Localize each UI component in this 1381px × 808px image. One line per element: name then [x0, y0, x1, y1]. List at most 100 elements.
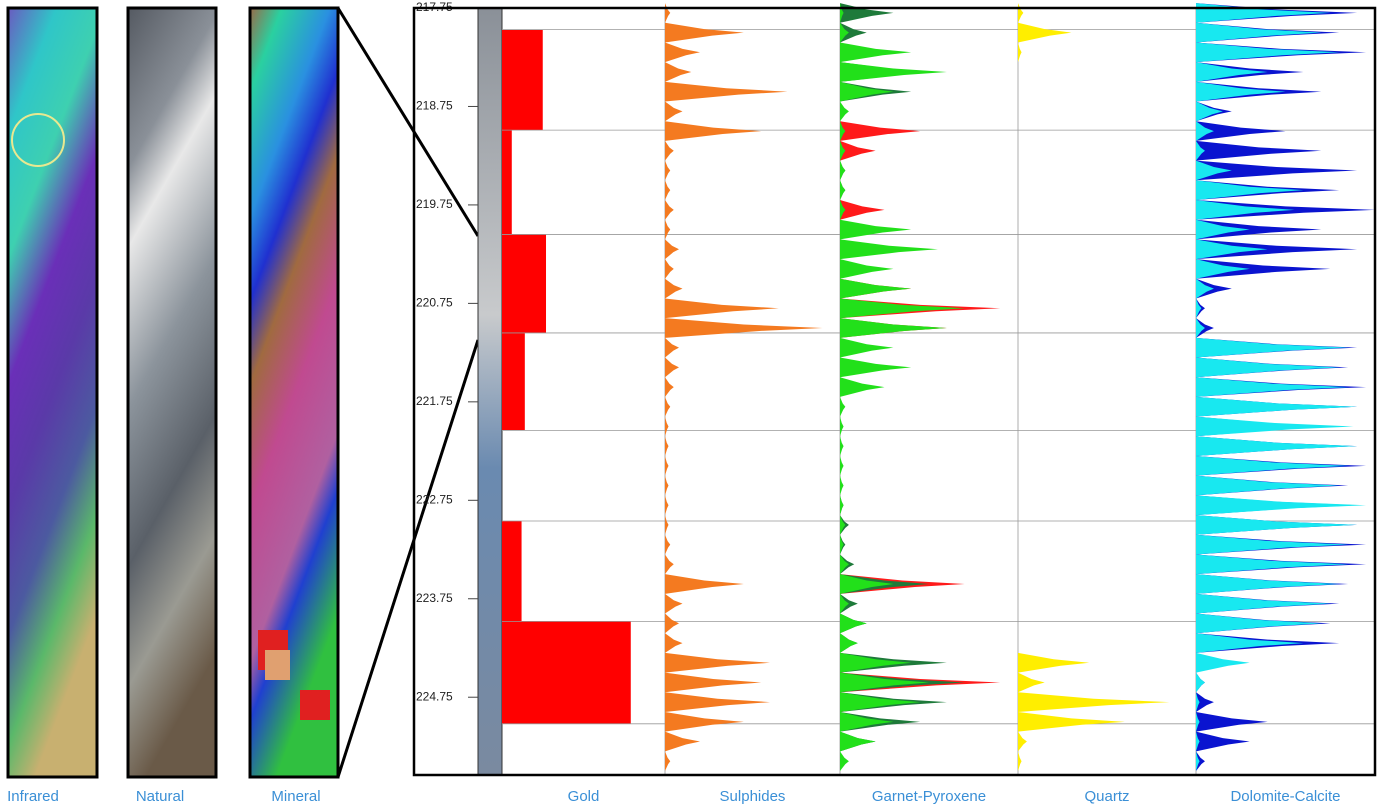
profile-spike [840, 259, 894, 279]
profile-spike [840, 357, 912, 378]
profile-spike [1196, 121, 1286, 141]
profile-spike [1196, 692, 1214, 712]
profile-spike [1196, 278, 1214, 299]
core-feature [11, 113, 65, 167]
profile-spike [840, 554, 849, 575]
profile-spike [1196, 81, 1286, 102]
track-label: Gold [568, 788, 600, 805]
zoom-line [336, 339, 480, 778]
profile-spike [840, 22, 849, 43]
profile-spike [1196, 239, 1358, 260]
profile-spike [1196, 219, 1322, 240]
profile-spike [840, 377, 885, 397]
profile-spike [665, 62, 692, 82]
profile-spike [840, 416, 844, 437]
profile-spike [1196, 731, 1250, 752]
profile-spike [1018, 672, 1045, 693]
profile-spike [665, 672, 762, 693]
profile-spike [1196, 554, 1349, 575]
core-feature [265, 650, 290, 680]
profile-spike [1196, 160, 1358, 181]
profile-spike [1018, 751, 1022, 772]
gold-bar [502, 332, 525, 431]
gold-bar [502, 130, 512, 235]
track-label: Dolomite-Calcite [1230, 788, 1340, 805]
profile-spike [1196, 416, 1354, 437]
profile-spike [1196, 515, 1358, 535]
profile-spike [840, 140, 876, 161]
profile-spike [1018, 692, 1170, 712]
y-tick-label: 220.75 [416, 296, 453, 310]
profile-spike [1196, 455, 1349, 476]
infrared-image [6, 6, 99, 779]
core-images: Infrared Natural Mineral [6, 6, 480, 805]
profile-spike [1196, 731, 1200, 752]
core-strip [477, 7, 503, 776]
profile-spike [840, 81, 894, 102]
track-label: Quartz [1084, 788, 1129, 805]
profile-spike [665, 140, 674, 161]
profile-spike [840, 633, 858, 653]
profile-spike [1196, 337, 1349, 358]
profile-spike [1196, 318, 1205, 338]
profile-spike [1196, 199, 1295, 220]
profile-spike [1196, 652, 1250, 673]
y-tick-label: 221.75 [416, 394, 453, 408]
profile-spike [840, 337, 894, 358]
profile-spike [665, 180, 671, 200]
profile-spike [1196, 475, 1340, 496]
natural-image [126, 6, 218, 779]
profile-spike [1018, 652, 1090, 673]
profile-spike [840, 751, 849, 772]
profile-spike [840, 396, 846, 417]
profile-spike [665, 3, 671, 23]
profile-spike [1196, 239, 1268, 260]
profile-spike [665, 613, 679, 634]
profile-spike [665, 652, 770, 673]
profile-spike [665, 298, 779, 319]
profile-spike [665, 22, 744, 43]
profile-spike [840, 574, 894, 594]
profile-spike [1196, 711, 1268, 732]
profile-spike [665, 436, 669, 456]
y-tick-label: 219.75 [416, 197, 453, 211]
y-tick-label: 218.75 [416, 99, 453, 113]
image-label: Infrared [7, 788, 59, 805]
zoom-line [336, 7, 480, 237]
profile-spike [840, 613, 867, 634]
profile-spike [1196, 692, 1200, 712]
y-tick-label: 222.75 [416, 492, 453, 506]
gold-bar [502, 234, 547, 333]
profile-spike [665, 101, 683, 122]
profile-spike [840, 180, 846, 200]
profile-spike [1196, 534, 1349, 555]
profile-spike [840, 121, 921, 141]
profile-spike [1018, 3, 1024, 23]
core-feature [300, 690, 330, 720]
profile-spike [840, 62, 947, 82]
profile-spike [665, 475, 669, 496]
image-label: Natural [136, 788, 184, 805]
profile-spike [1018, 731, 1027, 752]
gold-bar [502, 29, 543, 131]
profile-spike [840, 318, 947, 338]
profile-spike [665, 239, 679, 260]
profile-spike [840, 140, 846, 161]
profile-spike [840, 199, 846, 220]
gold-bar [502, 621, 631, 724]
profile-spike [665, 593, 683, 614]
profile-spike [1196, 711, 1200, 732]
profile-spike [840, 515, 846, 535]
profile-spike [1196, 672, 1205, 693]
profile-spike [840, 239, 938, 260]
profile-spike [665, 396, 671, 417]
profile-spike [1196, 180, 1304, 200]
profile-spike [1196, 3, 1331, 23]
track-label: Garnet-Pyroxene [872, 788, 986, 805]
profile-spike [840, 652, 912, 673]
profile-spike [840, 731, 876, 752]
profile-spike [665, 81, 788, 102]
profile-spike [665, 554, 674, 575]
profile-spike [665, 751, 671, 772]
profile-spike [665, 633, 683, 653]
